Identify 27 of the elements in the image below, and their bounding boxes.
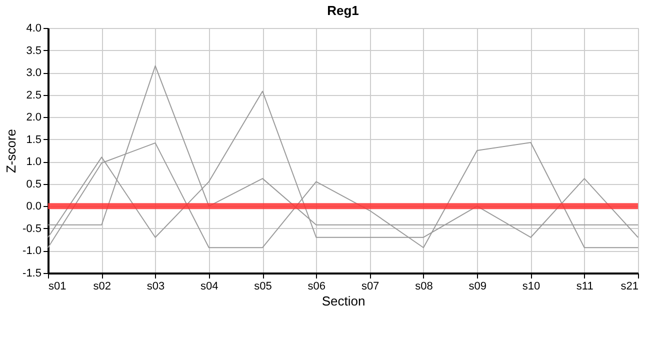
x-tick-label: s10 [522, 280, 540, 292]
y-tick-label: 3.0 [26, 67, 42, 80]
y-tick-label: 3.5 [26, 44, 42, 57]
y-tick-label: -1.0 [22, 245, 42, 258]
x-tick-label: s11 [576, 280, 594, 292]
y-tick-label: -0.5 [22, 222, 42, 235]
x-tick-label: s02 [93, 280, 112, 292]
x-tick-label: s08 [415, 280, 433, 292]
x-tick-label: s09 [468, 280, 486, 292]
y-tick-label: 2.0 [26, 112, 42, 124]
y-tick-label: 2.5 [26, 89, 42, 102]
y-tick-label: 0.0 [26, 200, 42, 213]
x-tick-label: s05 [254, 280, 272, 292]
x-tick-label: s07 [361, 280, 380, 292]
chart-title: Reg1 [327, 3, 359, 18]
y-axis-title: Z-score [4, 128, 19, 174]
x-tick-label: s06 [308, 280, 326, 292]
y-tick-label: -1.5 [22, 268, 42, 280]
y-tick-label: 4.0 [26, 22, 42, 34]
x-tick-label: s04 [200, 280, 218, 292]
y-tick-label: 1.0 [26, 156, 42, 168]
y-tick-label: 0.5 [26, 178, 42, 190]
x-tick-label: s01 [48, 280, 66, 292]
x-tick-label: s03 [146, 280, 165, 292]
x-axis-title: Section [322, 294, 366, 308]
y-tick-label: 1.5 [26, 134, 42, 146]
x-tick-label: s21 [620, 280, 638, 292]
